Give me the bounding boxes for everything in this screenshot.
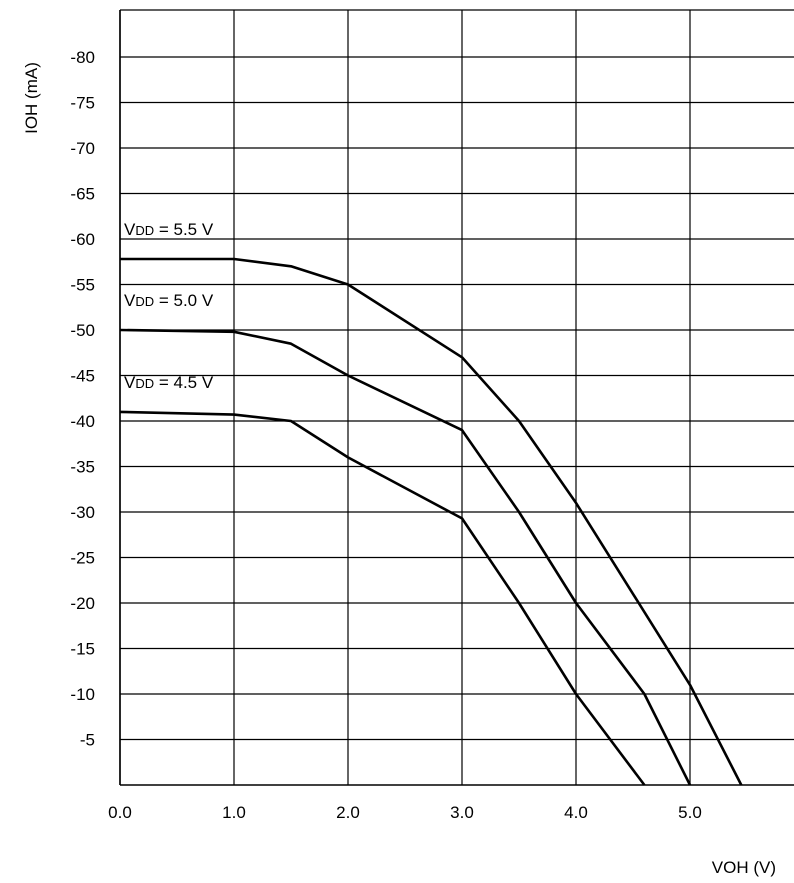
x-tick-label: 3.0 — [450, 803, 474, 822]
series-lines — [119, 257, 743, 786]
y-tick-label: -25 — [70, 549, 95, 568]
y-tick-labels: -80 -75 -70 -65 -60 -55 -50 -45 -40 -35 -30 -25 -20 -… — [70, 48, 95, 750]
x-tick-label: 5.0 — [678, 803, 702, 822]
y-tick-label: -75 — [70, 94, 95, 113]
y-tick-label: -40 — [70, 412, 95, 431]
y-axis-title: IOH (mA) — [22, 62, 41, 134]
series-label: VDD = 5.0 V — [124, 291, 214, 310]
plot-area — [120, 10, 794, 785]
y-tick-label: -30 — [70, 503, 95, 522]
y-tick-label: -10 — [70, 685, 95, 704]
x-axis-title: VOH (V) — [712, 858, 776, 877]
y-tick-label: -65 — [70, 185, 95, 204]
x-tick-label: 4.0 — [564, 803, 588, 822]
y-tick-label: -5 — [80, 731, 95, 750]
y-tick-label: -70 — [70, 139, 95, 158]
y-tick-label: -80 — [70, 48, 95, 67]
y-tick-label: -60 — [70, 230, 95, 249]
x-tick-label: 0.0 — [108, 803, 132, 822]
x-tick-labels: 0.0 1.0 2.0 3.0 4.0 5.0 — [108, 803, 702, 822]
y-tick-label: -35 — [70, 458, 95, 477]
series-line — [119, 410, 646, 786]
series-label: VDD = 4.5 V — [124, 373, 214, 392]
series-line — [120, 257, 743, 786]
y-tick-label: -50 — [70, 321, 95, 340]
series-label: VDD = 5.5 V — [124, 220, 214, 239]
y-tick-label: -20 — [70, 594, 95, 613]
series-line — [119, 328, 692, 786]
x-tick-label: 2.0 — [336, 803, 360, 822]
grid — [119, 9, 794, 786]
series-labels: VDD = 5.5 V VDD = 5.0 V VDD = 4.5 V — [124, 220, 214, 392]
y-tick-label: -55 — [70, 276, 95, 295]
y-tick-label: -15 — [70, 640, 95, 659]
x-tick-label: 1.0 — [222, 803, 246, 822]
y-tick-label: -45 — [70, 367, 95, 386]
